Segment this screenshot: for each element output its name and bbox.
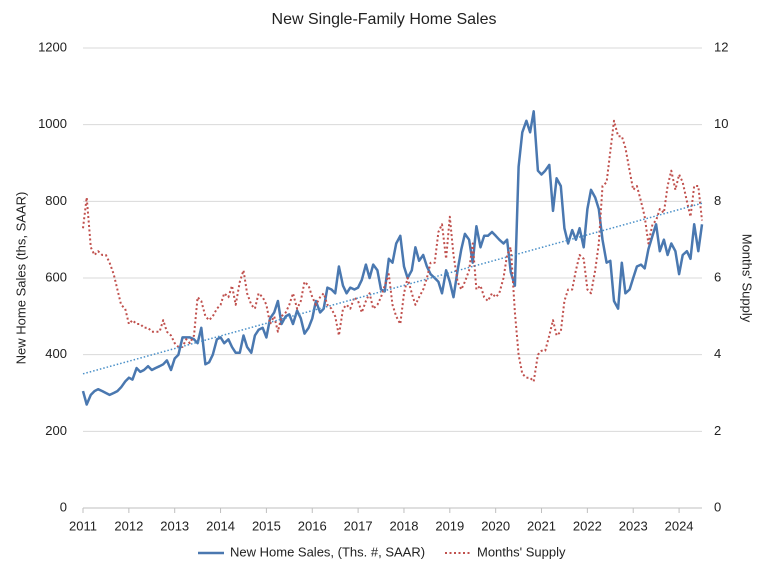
x-tick-label: 2012 xyxy=(114,518,143,533)
y-tick-label: 0 xyxy=(60,499,67,514)
trend-line xyxy=(82,202,703,375)
x-tick-label: 2022 xyxy=(573,518,602,533)
y2-tick-label: 2 xyxy=(714,423,721,438)
series-line xyxy=(82,119,703,383)
y-axis-title: New Home Sales (ths, SAAR) xyxy=(13,192,28,365)
y-tick-label: 1200 xyxy=(38,39,67,54)
x-tick-label: 2015 xyxy=(252,518,281,533)
legend-label: New Home Sales, (Ths. #, SAAR) xyxy=(230,544,425,559)
series-line xyxy=(81,110,704,406)
y2-tick-label: 0 xyxy=(714,499,721,514)
y-tick-label: 600 xyxy=(45,269,67,284)
y2-tick-label: 4 xyxy=(714,346,721,361)
y2-tick-label: 10 xyxy=(714,116,728,131)
x-tick-label: 2021 xyxy=(527,518,556,533)
x-tick-label: 2011 xyxy=(69,518,97,533)
x-tick-label: 2023 xyxy=(619,518,648,533)
y-tick-label: 400 xyxy=(45,346,67,361)
y2-tick-label: 6 xyxy=(714,269,721,284)
chart-title: New Single-Family Home Sales xyxy=(272,11,497,28)
x-tick-label: 2014 xyxy=(206,518,235,533)
y-tick-label: 800 xyxy=(45,193,67,208)
x-tick-label: 2019 xyxy=(435,518,464,533)
x-tick-label: 2024 xyxy=(665,518,694,533)
y2-axis-title: Months' Supply xyxy=(740,234,755,323)
y2-tick-label: 12 xyxy=(714,39,728,54)
y-tick-label: 1000 xyxy=(38,116,67,131)
x-tick-label: 2017 xyxy=(344,518,373,533)
x-tick-label: 2013 xyxy=(160,518,189,533)
y-tick-label: 200 xyxy=(45,423,67,438)
x-tick-label: 2016 xyxy=(298,518,327,533)
x-tick-label: 2018 xyxy=(390,518,419,533)
y2-tick-label: 8 xyxy=(714,193,721,208)
legend-label: Months' Supply xyxy=(477,544,566,559)
x-tick-label: 2020 xyxy=(481,518,510,533)
